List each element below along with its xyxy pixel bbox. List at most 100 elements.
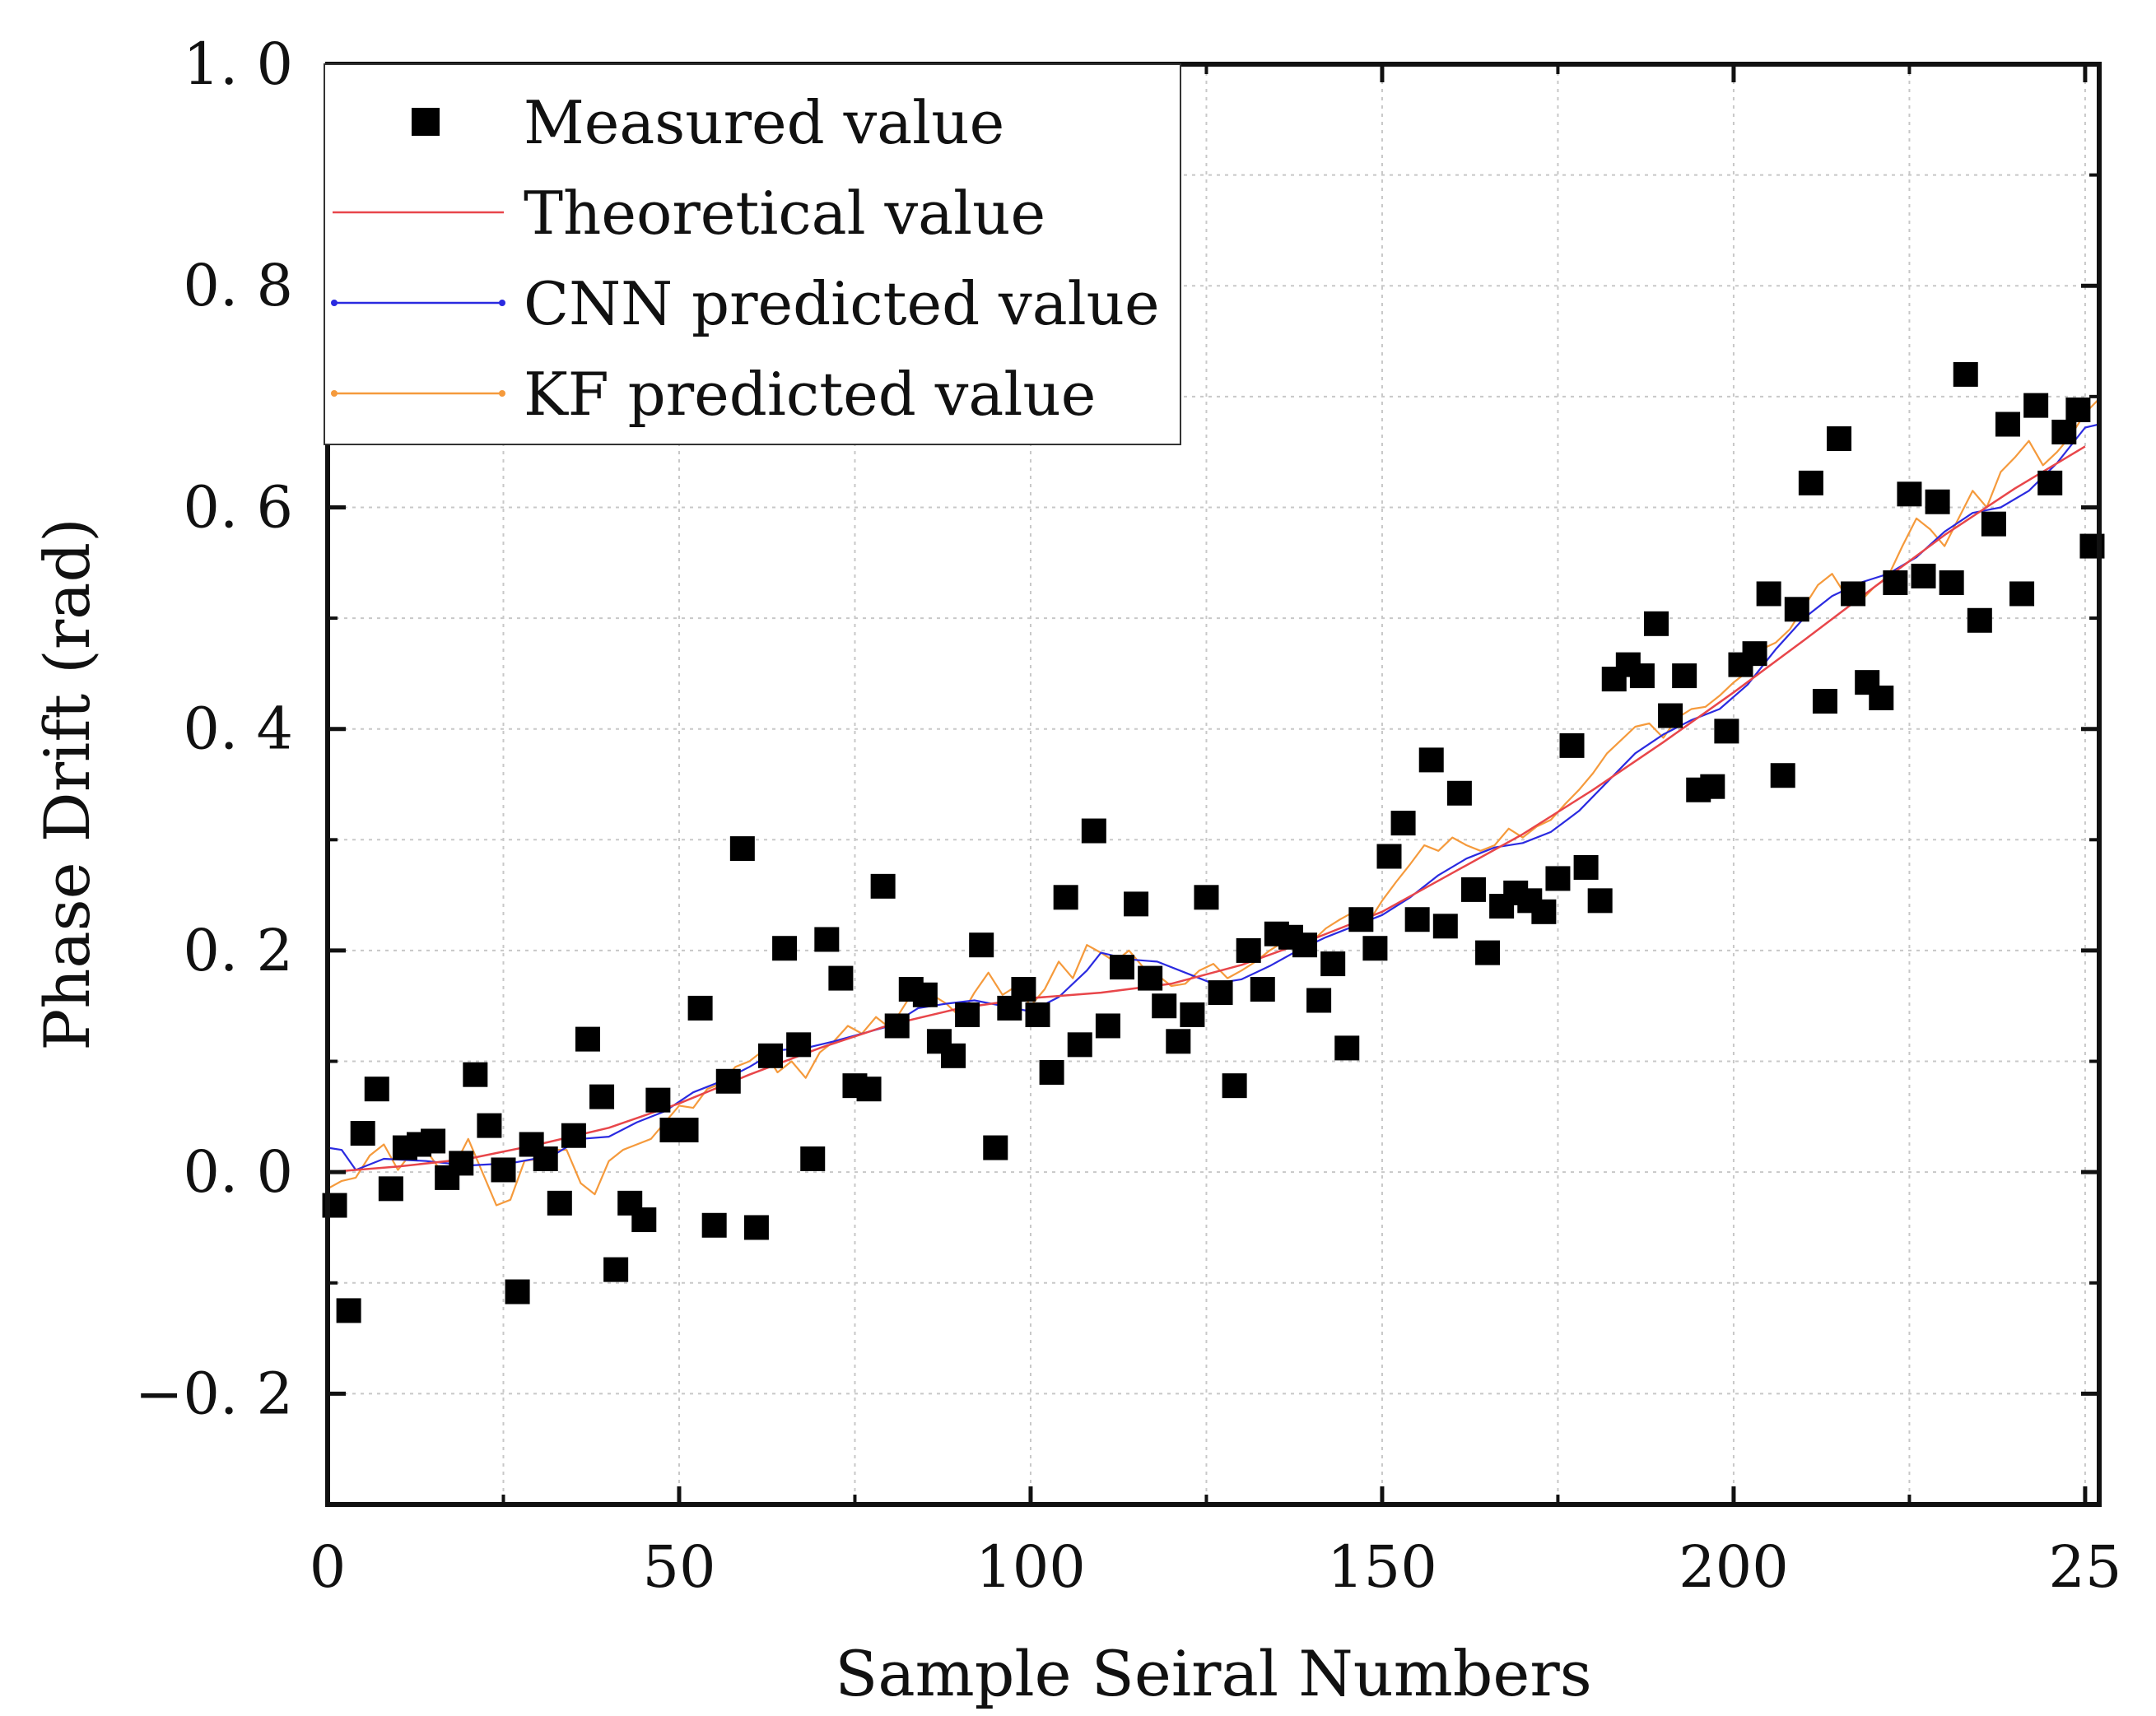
measured-point [491, 1157, 516, 1183]
y-axis-title: Phase Drift (rad) [30, 518, 104, 1051]
measured-point [1967, 607, 1992, 633]
measured-point [1827, 426, 1852, 451]
tick-labels: 0 50 100 150 200 25 −0. 2 0. 0 0. 2 0. 4 0. 6 0. 8 1… [135, 30, 2122, 1601]
measured-point [758, 1043, 783, 1068]
legend-items: Measured value Theoretical value CNN predi… [331, 88, 1160, 429]
measured-point [1292, 932, 1318, 958]
measured-point [1404, 907, 1430, 932]
measured-point [1222, 1073, 1247, 1099]
measured-point [800, 1146, 826, 1171]
measured-point [1911, 563, 1936, 588]
measured-point [1897, 481, 1922, 507]
measured-point [884, 1013, 910, 1039]
measured-point [1334, 1035, 1360, 1061]
measured-point [449, 1151, 474, 1176]
measured-point [729, 836, 755, 862]
measured-point [1981, 511, 2006, 537]
measured-point [1067, 1032, 1092, 1058]
y-tick-label: 0. 4 [183, 695, 293, 763]
x-axis-title: Sample Seiral Numbers [835, 1637, 1591, 1710]
measured-point [421, 1128, 446, 1154]
measured-point [1362, 936, 1388, 961]
measured-point [687, 995, 713, 1021]
measured-point [1081, 818, 1106, 844]
measured-point [1545, 866, 1571, 891]
measured-point [814, 927, 840, 952]
measured-point [1376, 844, 1402, 869]
measured-point [589, 1084, 615, 1109]
legend-measured-label: Measured value [524, 88, 1004, 157]
measured-point [1320, 951, 1346, 977]
x-tick-label: 25 [2048, 1533, 2121, 1601]
measured-point [463, 1062, 488, 1087]
measured-point [870, 873, 896, 899]
legend-kf-dot-end [499, 390, 505, 397]
measured-point [1573, 854, 1599, 880]
legend-measured-marker [412, 108, 440, 136]
measured-point [1995, 412, 2020, 437]
measured-point [1390, 811, 1416, 836]
x-tick-label: 200 [1679, 1533, 1789, 1601]
measured-point [786, 1032, 812, 1058]
measured-point [561, 1123, 586, 1148]
measured-point [336, 1298, 361, 1323]
measured-point [547, 1190, 572, 1216]
measured-point [1798, 470, 1823, 495]
measured-point [969, 932, 994, 958]
y-tick-label: 0. 6 [183, 473, 293, 541]
measured-point [1883, 570, 1908, 595]
measured-point [2065, 398, 2091, 422]
measured-point [1953, 361, 1978, 387]
measured-point [1475, 940, 1501, 965]
measured-point [1841, 581, 1866, 607]
legend-theoretical-label: Theoretical value [524, 179, 1045, 248]
measured-point [1348, 907, 1374, 932]
measured-point [715, 1068, 741, 1094]
measured-point [1587, 888, 1613, 914]
measured-point [1658, 703, 1683, 728]
measured-point [378, 1176, 403, 1202]
measured-point [1166, 1029, 1191, 1054]
y-tick-label: 0. 0 [183, 1138, 293, 1206]
measured-point [983, 1135, 1008, 1160]
x-tick-label: 150 [1327, 1533, 1437, 1601]
measured-point [941, 1043, 966, 1068]
legend-box [324, 63, 1181, 445]
measured-point [1559, 732, 1585, 758]
series-layer [322, 361, 2105, 1323]
cnn-line [327, 423, 2100, 1171]
measured-point [1672, 663, 1697, 689]
measured-point [1138, 965, 1163, 991]
measured-point [828, 965, 854, 991]
legend-cnn-dot-end [499, 300, 505, 306]
measured-point [364, 1077, 389, 1102]
measured-point [631, 1207, 657, 1233]
y-tick-label: 0. 2 [183, 917, 293, 984]
legend: Measured value Theoretical value CNN predi… [324, 63, 1181, 445]
measured-point [1180, 1002, 1205, 1027]
measured-point [1644, 611, 1669, 636]
measured-point [1250, 977, 1275, 1002]
measured-point [1208, 980, 1233, 1006]
measured-point [1756, 581, 1781, 607]
measured-point [505, 1279, 530, 1304]
measured-point [1446, 780, 1472, 806]
legend-kf-label: KF predicted value [524, 360, 1096, 429]
measured-point [743, 1215, 769, 1240]
measured-point [1742, 641, 1767, 667]
measured-point [1236, 937, 1261, 963]
measured-point [2009, 581, 2035, 607]
measured-point [1531, 899, 1557, 924]
legend-cnn-label: CNN predicted value [524, 269, 1160, 338]
measured-point [912, 982, 938, 1007]
measured-point [603, 1257, 629, 1282]
measured-point [1039, 1060, 1064, 1085]
measured-point [1812, 689, 1837, 714]
y-tick-label: 1. 0 [183, 30, 293, 98]
measured-point [1053, 885, 1078, 910]
measured-point [1109, 955, 1134, 980]
legend-cnn-dot-start [331, 300, 338, 306]
measured-point [1700, 774, 1725, 799]
measured-point [1418, 747, 1444, 773]
